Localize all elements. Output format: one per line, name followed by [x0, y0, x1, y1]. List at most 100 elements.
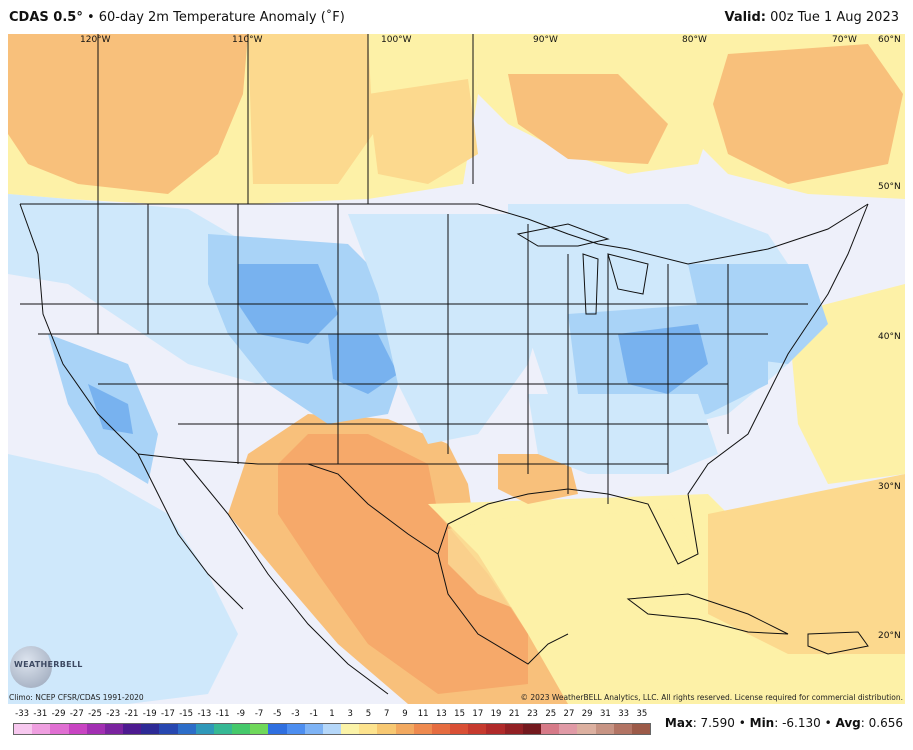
color-scale-tick: -29 — [51, 709, 66, 719]
color-swatch — [232, 724, 251, 734]
color-swatch — [286, 724, 305, 734]
lat-label-50n: 50°N — [878, 182, 901, 192]
avg-value: 0.656 — [868, 716, 903, 730]
lat-label-60n: 60°N — [878, 35, 901, 45]
canada-province-lines — [97, 34, 474, 204]
color-scale-tick: 15 — [454, 709, 466, 719]
map-canvas — [8, 34, 905, 704]
color-scale-tick: -31 — [33, 709, 48, 719]
color-scale-tick: 13 — [435, 709, 447, 719]
cuba — [626, 593, 789, 635]
color-scale-tick: -11 — [215, 709, 230, 719]
color-scale-tick: 21 — [508, 709, 520, 719]
color-scale-ticks: -33 -31 -29 -27 -25 -23 -21 -19 -17 -15 -13 -11 -9 -7… — [13, 709, 651, 722]
header: CDAS 0.5° • 60-day 2m Temperature Anomal… — [0, 0, 913, 34]
logo-emblem — [10, 646, 52, 688]
mexico-gulf-coast — [437, 553, 569, 665]
northeast-cool — [688, 264, 828, 364]
appalachia-cool-strong — [618, 324, 708, 394]
color-scale-tick: 27 — [563, 709, 575, 719]
color-swatch — [577, 724, 596, 734]
color-swatch — [213, 724, 233, 734]
caribbean-warm — [708, 474, 905, 654]
ontario-warm — [368, 79, 478, 184]
color-swatch — [450, 724, 469, 734]
lon-label-120w: 120°W — [80, 35, 111, 45]
color-swatch — [468, 724, 487, 734]
color-swatch — [14, 724, 33, 734]
color-swatch — [50, 724, 69, 734]
color-scale-tick: -27 — [69, 709, 84, 719]
color-swatch — [141, 724, 160, 734]
southeast-cool — [528, 394, 718, 474]
us-west-coast — [19, 203, 139, 455]
color-scale-tick: -25 — [88, 709, 102, 719]
color-scale-tick: -33 — [15, 709, 30, 719]
lon-label-100w: 100°W — [381, 35, 412, 45]
prairie-warm — [248, 34, 373, 184]
lat-label-30n: 30°N — [878, 482, 901, 492]
climo-source: Climo: NCEP CFSR/CDAS 1991-2020 — [9, 693, 144, 702]
lon-label-80w: 80°W — [682, 35, 707, 45]
us-east-coast — [437, 203, 869, 565]
color-scale-tick: 17 — [472, 709, 484, 719]
color-swatch — [268, 724, 287, 734]
state-lines-horizontal — [20, 303, 808, 465]
field-stats: Max: 7.590 • Min: -6.130 • Avg: 0.656 — [664, 716, 903, 730]
copyright-notice: © 2023 WeatherBELL Analytics, LLC. All r… — [520, 693, 903, 702]
color-swatch — [504, 724, 523, 734]
degree-mark: ° — [76, 10, 83, 25]
lat-label-20n: 20°N — [878, 631, 901, 641]
lon-label-70w: 70°W — [832, 35, 857, 45]
color-scale-tick: -1 — [309, 709, 319, 719]
title-separator: • — [82, 10, 99, 25]
baja-cool — [8, 454, 238, 704]
color-scale-tick: 3 — [347, 709, 353, 719]
gulf-of-mexico — [448, 509, 698, 614]
color-scale-bar — [13, 723, 651, 735]
color-swatch — [123, 724, 142, 734]
color-swatch — [250, 724, 269, 734]
color-scale: -33 -31 -29 -27 -25 -23 -21 -19 -17 -15 -13 -11 -9 -7… — [13, 709, 651, 735]
map-title: CDAS 0.5° • 60-day 2m Temperature Anomal… — [9, 10, 345, 25]
color-scale-tick: 11 — [417, 709, 429, 719]
product-description: 60-day 2m Temperature Anomaly (˚F) — [98, 10, 345, 25]
model-name: CDAS 0.5 — [9, 10, 77, 25]
kansas-cool-strong — [328, 334, 398, 394]
color-scale-tick: 5 — [365, 709, 372, 719]
color-scale-tick: 33 — [618, 709, 630, 719]
color-scale-tick: 7 — [383, 709, 390, 719]
louisiana-warm — [498, 454, 578, 504]
valid-time: Valid: 00z Tue 1 Aug 2023 — [724, 10, 899, 25]
color-swatch — [32, 724, 51, 734]
lake-huron — [607, 253, 649, 295]
color-scale-tick: -7 — [254, 709, 264, 719]
color-scale-tick: -13 — [197, 709, 212, 719]
color-scale-tick: -5 — [273, 709, 282, 719]
lat-label-40n: 40°N — [878, 332, 901, 342]
color-swatch — [322, 724, 342, 734]
baja-coast — [137, 453, 244, 610]
lon-label-110w: 110°W — [232, 35, 263, 45]
color-swatch — [395, 724, 414, 734]
us-canada-border — [20, 203, 869, 265]
avg-label: Avg — [835, 716, 861, 730]
color-scale-tick: -19 — [142, 709, 157, 719]
color-swatch — [359, 724, 378, 734]
color-swatch — [522, 724, 541, 734]
color-scale-tick: 19 — [490, 709, 502, 719]
anomaly-map[interactable]: 120°W 110°W 100°W 90°W 80°W 70°W 60°N 50… — [8, 34, 905, 704]
us-mexico-border — [137, 453, 439, 555]
color-swatch — [559, 724, 578, 734]
color-swatch — [195, 724, 214, 734]
color-scale-tick: -15 — [179, 709, 194, 719]
color-scale-tick: 1 — [329, 709, 335, 719]
lake-michigan — [582, 253, 599, 315]
color-scale-tick: 29 — [581, 709, 593, 719]
valid-label: Valid: — [724, 10, 767, 25]
max-label: Max — [664, 716, 693, 730]
canada-west-warm-strong — [8, 34, 248, 194]
color-scale-tick: -3 — [291, 709, 300, 719]
color-swatch — [595, 724, 614, 734]
color-swatch — [540, 724, 560, 734]
